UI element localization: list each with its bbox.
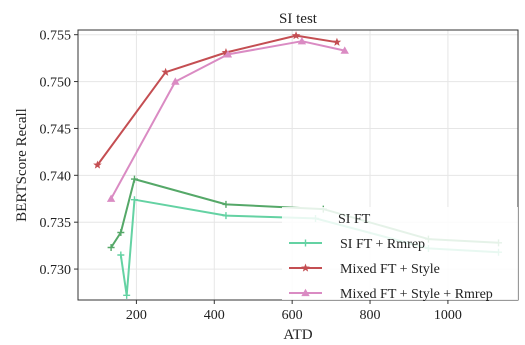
data-point — [93, 160, 102, 169]
series-3 — [93, 31, 342, 169]
series-4 — [106, 37, 349, 202]
data-point — [221, 48, 231, 57]
data-point — [171, 77, 180, 85]
x-tick-label: 200 — [126, 308, 147, 323]
x-tick-label: 600 — [282, 308, 303, 323]
data-point — [117, 251, 125, 259]
legend-entry: SI FT + Rmrep — [289, 237, 425, 252]
x-tick-label: 800 — [360, 308, 381, 323]
legend-marker — [302, 239, 309, 247]
legend-entry: SI FT — [338, 212, 371, 227]
x-axis-label: ATD — [283, 327, 312, 343]
chart-title: SI test — [279, 11, 318, 27]
data-point — [130, 196, 138, 204]
data-point — [223, 50, 233, 58]
legend-marker — [301, 288, 310, 297]
data-point — [123, 291, 131, 299]
legend-label: SI FT — [338, 212, 371, 227]
data-point — [161, 67, 170, 76]
data-point — [117, 229, 125, 236]
legend-entry: Mixed FT + Style — [289, 262, 440, 277]
data-point — [332, 37, 342, 46]
legend-label: SI FT + Rmrep — [340, 237, 425, 252]
data-point — [297, 37, 307, 45]
y-tick-label: 0.740 — [40, 169, 72, 184]
y-tick-label: 0.750 — [40, 76, 72, 91]
x-tick-label: 400 — [204, 308, 225, 323]
legend: SI FT SI FT + Rmrep Mixed FT + Style Mixed … — [282, 207, 518, 302]
legend-label: Mixed FT + Style — [340, 262, 440, 277]
y-tick-label: 0.745 — [40, 122, 72, 137]
legend-box — [282, 207, 518, 300]
y-tick-label: 0.755 — [40, 29, 72, 44]
data-point — [107, 244, 115, 251]
data-point — [340, 46, 349, 54]
x-tick-label: 1000 — [434, 308, 462, 323]
y-tick-label: 0.735 — [40, 216, 72, 231]
data-point — [222, 200, 230, 208]
data-point — [106, 194, 116, 202]
legend-entry: Mixed FT + Style + Rmrep — [289, 287, 493, 302]
data-point — [291, 31, 301, 40]
data-point — [222, 212, 230, 220]
legend-marker — [301, 263, 310, 272]
legend-label: Mixed FT + Style + Rmrep — [340, 287, 493, 302]
y-axis-label: BERTScore Recall — [14, 108, 30, 222]
y-tick-label: 0.730 — [40, 263, 72, 278]
axis-ticks: 200 400 600 800 1000 0.730 0.735 0.740 0.745 0.75… — [40, 29, 462, 323]
data-point — [130, 175, 138, 183]
